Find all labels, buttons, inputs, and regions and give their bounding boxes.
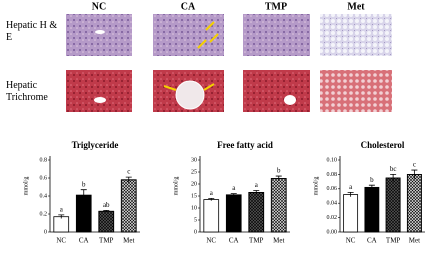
chart-title: Free fatty acid xyxy=(217,140,273,150)
y-axis-label: mmol/g xyxy=(173,177,179,196)
significance-label: c xyxy=(413,161,416,169)
x-tick-label: CA xyxy=(229,237,239,245)
bar-hatch xyxy=(270,178,287,233)
x-tick-label: NC xyxy=(56,237,66,245)
y-tick-label: 0.04 xyxy=(327,201,338,207)
y-tick-label: 0.06 xyxy=(327,186,338,192)
significance-label: ab xyxy=(103,201,110,209)
y-tick-label: 0.4 xyxy=(40,193,48,199)
error-bar xyxy=(275,175,282,181)
bar xyxy=(53,216,70,233)
error-bar xyxy=(80,189,87,201)
error-bar xyxy=(390,174,397,182)
error-bar xyxy=(125,176,132,183)
y-tick-label: 0.8 xyxy=(40,157,48,163)
y-tick-label: 10 xyxy=(191,205,197,211)
significance-label: a xyxy=(349,183,353,191)
x-tick-label: CA xyxy=(79,237,89,245)
x-tick-label: TMP xyxy=(249,237,264,245)
x-tick-label: CA xyxy=(367,237,377,245)
column-label: CA xyxy=(181,1,196,12)
y-tick-label: 0 xyxy=(194,229,197,235)
histology-images xyxy=(66,14,392,112)
significance-label: b xyxy=(82,180,86,188)
column-label: TMP xyxy=(265,1,287,12)
chart-title: Triglyceride xyxy=(72,140,119,150)
y-tick-label: 30 xyxy=(191,157,197,163)
error-bar xyxy=(103,210,110,213)
significance-label: bc xyxy=(390,165,397,173)
significance-label: a xyxy=(60,206,64,214)
y-tick-label: 0.08 xyxy=(327,172,338,178)
bar-hatch xyxy=(406,173,422,233)
bar-hatch xyxy=(120,179,137,233)
y-tick-label: 25 xyxy=(191,169,197,175)
bar xyxy=(343,194,359,233)
error-bar xyxy=(368,184,375,190)
column-label: Met xyxy=(347,1,365,12)
bar-hatch xyxy=(98,210,115,233)
y-tick-label: 0.2 xyxy=(40,211,48,217)
significance-label: b xyxy=(370,176,374,184)
error-bar xyxy=(58,214,65,219)
significance-label: c xyxy=(127,168,130,176)
y-tick-label: 0.02 xyxy=(327,215,338,221)
error-bar xyxy=(347,192,354,197)
bar xyxy=(225,194,242,233)
y-tick-label: 5 xyxy=(194,217,197,223)
x-tick-label: NC xyxy=(206,237,216,245)
significance-label: b xyxy=(277,167,281,175)
y-tick-label: 15 xyxy=(191,193,197,199)
error-bar xyxy=(253,190,260,195)
bar xyxy=(203,199,220,233)
column-label: NC xyxy=(92,1,106,12)
bar xyxy=(364,186,380,233)
significance-label: a xyxy=(255,181,259,189)
x-tick-label: TMP xyxy=(99,237,114,245)
x-tick-label: Met xyxy=(273,237,284,245)
bar xyxy=(75,194,92,233)
error-bar xyxy=(411,169,418,179)
row-label: Hepatic H & E xyxy=(6,20,58,43)
x-tick-label: TMP xyxy=(386,237,401,245)
x-tick-label: NC xyxy=(346,237,356,245)
significance-label: a xyxy=(210,189,214,197)
x-tick-label: Met xyxy=(123,237,134,245)
y-axis-label: mmol/g xyxy=(23,177,29,196)
error-bar xyxy=(230,193,237,196)
y-tick-label: 0.6 xyxy=(40,175,48,181)
y-tick-label: 0.10 xyxy=(327,157,338,163)
y-tick-label: 0.00 xyxy=(327,229,338,235)
significance-label: a xyxy=(232,184,236,192)
bar-hatch xyxy=(248,191,265,233)
bar-hatch xyxy=(385,177,401,233)
y-tick-label: 20 xyxy=(191,181,197,187)
x-tick-label: Met xyxy=(409,237,420,245)
row-label: Hepatic Trichrome xyxy=(6,80,48,103)
chart-title: Cholesterol xyxy=(361,140,405,150)
y-axis-label: mmol/g xyxy=(313,177,319,196)
y-tick-label: 0 xyxy=(44,229,47,235)
error-bar xyxy=(208,198,215,201)
